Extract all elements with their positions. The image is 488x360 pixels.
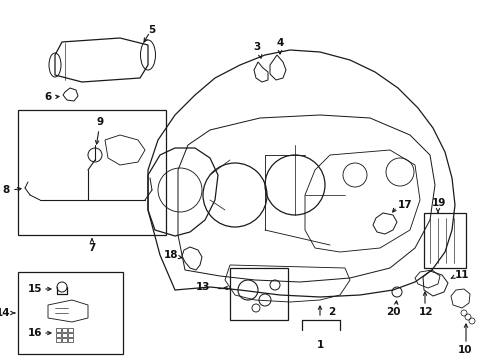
Text: 6: 6	[45, 92, 52, 102]
Text: 19: 19	[431, 198, 446, 208]
Bar	[56, 333, 61, 337]
Text: 10: 10	[457, 345, 471, 355]
Text: 15: 15	[27, 284, 42, 294]
Text: 17: 17	[397, 200, 412, 210]
Bar	[56, 338, 61, 342]
Text: 7: 7	[88, 243, 96, 253]
Bar	[56, 328, 61, 332]
Bar	[229, 268, 287, 320]
Bar	[62, 338, 67, 342]
Text: 14: 14	[0, 308, 10, 318]
Bar	[62, 328, 67, 332]
Text: 16: 16	[27, 328, 42, 338]
Text: 13: 13	[195, 282, 209, 292]
Bar	[68, 338, 73, 342]
Bar	[18, 272, 123, 354]
Text: 20: 20	[385, 307, 400, 317]
Text: 18: 18	[163, 250, 178, 260]
Bar	[423, 213, 465, 268]
Bar	[68, 328, 73, 332]
Bar	[62, 333, 67, 337]
Text: 4: 4	[276, 38, 283, 48]
Text: 2: 2	[327, 307, 335, 317]
Text: 5: 5	[148, 25, 155, 35]
Bar	[18, 110, 165, 235]
Text: 1: 1	[316, 340, 323, 350]
Text: 8: 8	[3, 185, 10, 195]
Bar	[68, 333, 73, 337]
Text: 12: 12	[418, 307, 432, 317]
Text: 11: 11	[454, 270, 468, 280]
Text: 3: 3	[253, 42, 260, 52]
Text: 9: 9	[96, 117, 103, 127]
